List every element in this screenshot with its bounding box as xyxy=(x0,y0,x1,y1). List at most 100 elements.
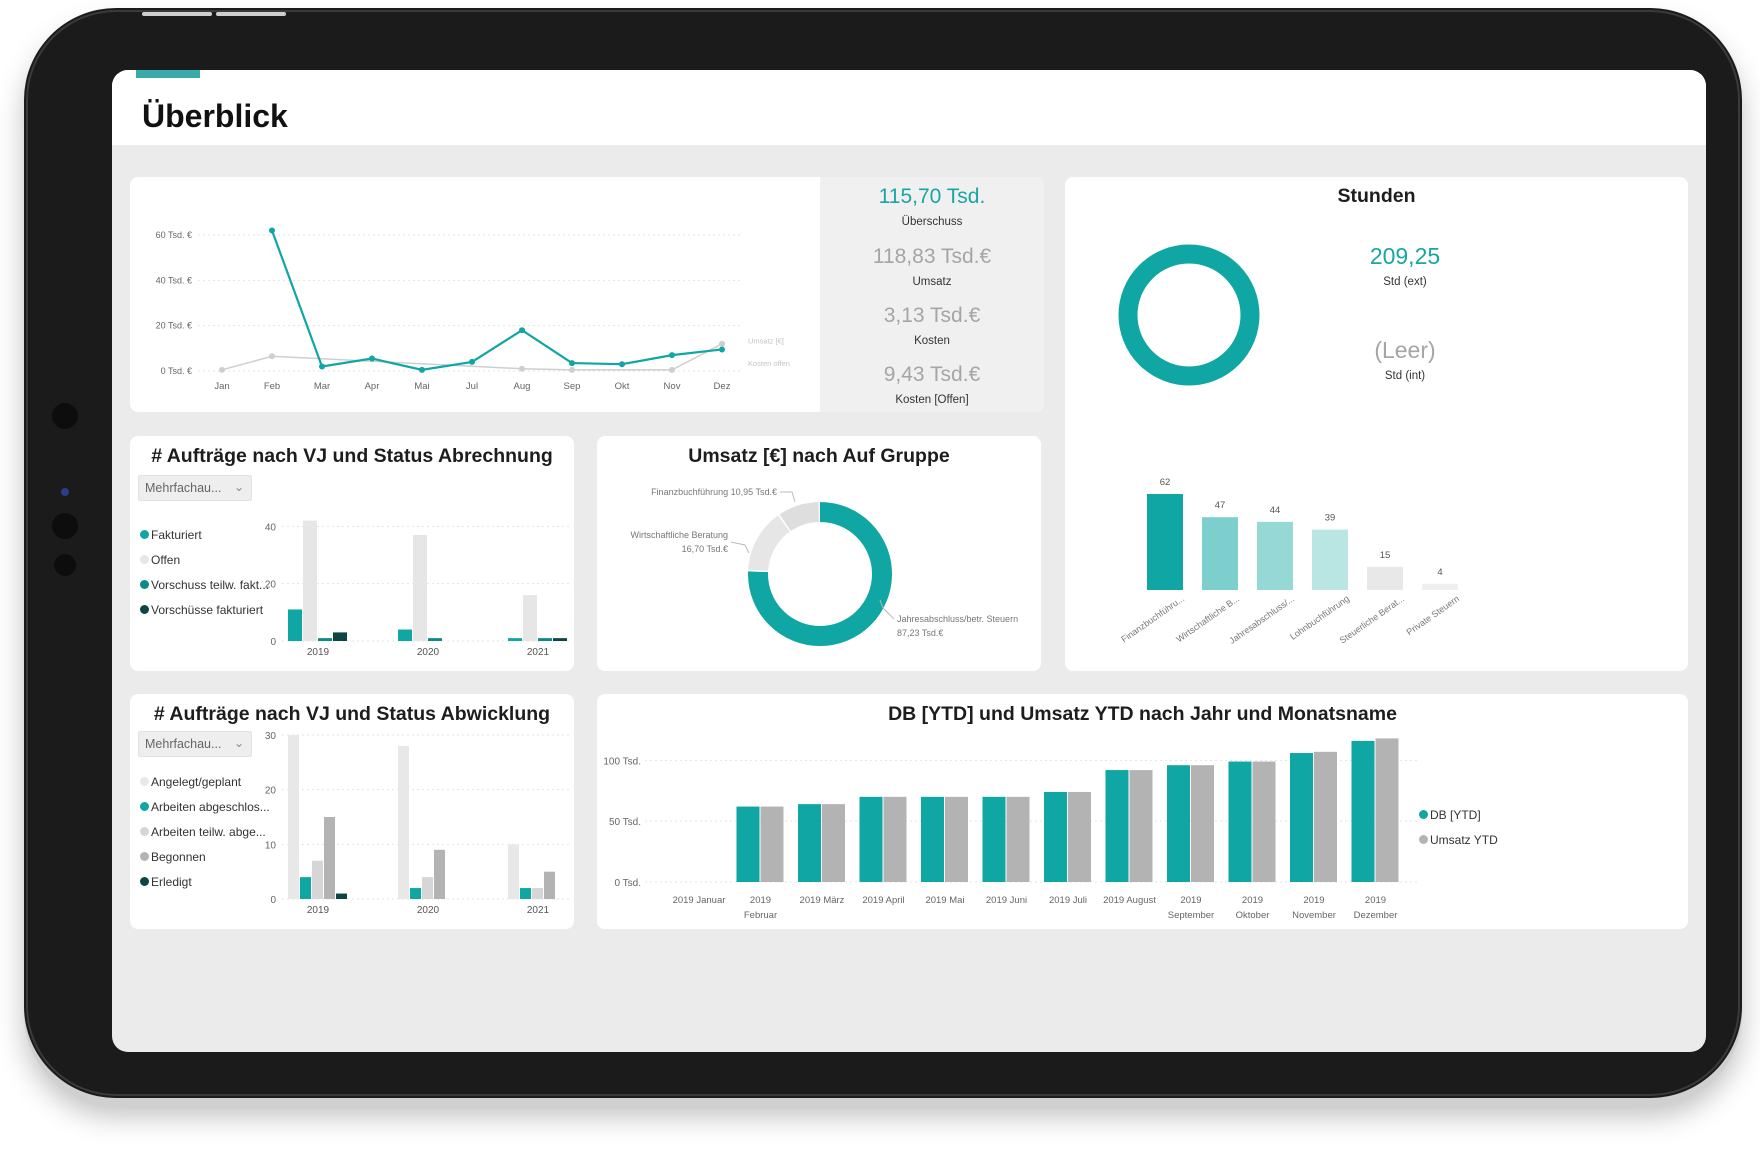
bar xyxy=(736,806,760,882)
bar xyxy=(1257,521,1293,590)
abrechnung-bar-chart[interactable]: 0 20 40 2019 2020 2021 xyxy=(130,436,574,671)
x-tick-label: Dezember xyxy=(1354,910,1398,921)
legend-marker xyxy=(1419,810,1428,819)
stunden-donut[interactable] xyxy=(1118,244,1260,386)
legend-item[interactable]: Erledigt xyxy=(140,869,270,894)
legend-label: Vorschüsse fakturiert xyxy=(151,602,264,617)
std-ext-value: 209,25 xyxy=(1369,243,1441,269)
umsatz-gruppe-donut[interactable]: Jahresabschluss/betr. Steuern 87,23 Tsd.€… xyxy=(597,436,1041,671)
data-point xyxy=(719,340,725,347)
x-tick-label: 2019 xyxy=(1303,895,1324,906)
legend-item[interactable]: Fakturiert xyxy=(140,522,269,547)
db-ytd-legend: DB [YTD] Umsatz YTD xyxy=(1419,802,1498,852)
legend-item[interactable]: Vorschüsse fakturiert xyxy=(140,597,269,622)
chevron-down-icon: ⌄ xyxy=(233,480,244,494)
data-point xyxy=(319,363,325,370)
y-tick-label: 20 xyxy=(265,580,277,591)
bar xyxy=(859,796,883,882)
x-tick-label: 2019 xyxy=(307,905,330,916)
bar xyxy=(508,844,519,899)
sensor-icon xyxy=(54,554,76,576)
legend-marker xyxy=(140,555,149,564)
abwicklung-title: # Aufträge nach VJ und Status Abwicklung xyxy=(153,703,551,725)
tablet-frame: Überblick 0 Tsd. € 20 Tsd. € 40 Tsd. € 60 T… xyxy=(24,8,1742,1098)
x-tick-label: 2019 xyxy=(1242,895,1263,906)
x-tick-label: 2019 März xyxy=(800,895,845,906)
x-tick-label: 2019 xyxy=(307,647,330,658)
series-end-label: Kosten offen xyxy=(748,359,790,368)
bar xyxy=(1202,517,1238,590)
leader-line xyxy=(879,599,895,620)
data-label: 4 xyxy=(1437,567,1442,578)
bar xyxy=(324,817,335,899)
bar xyxy=(1147,494,1183,590)
kpi-panel: 115,70 Tsd. Überschuss 118,83 Tsd.€ Umsa… xyxy=(820,177,1044,412)
bar xyxy=(422,877,433,899)
bar xyxy=(1068,791,1091,882)
std-ext-label: Std (ext) xyxy=(1383,276,1427,288)
data-point xyxy=(669,352,675,359)
bar xyxy=(428,638,442,641)
legend-item[interactable]: Begonnen xyxy=(140,844,270,869)
bar xyxy=(1290,753,1313,882)
bar xyxy=(288,609,302,641)
kpi-umsatz-label: Umsatz xyxy=(912,276,952,288)
legend-marker xyxy=(140,580,149,589)
data-label: 44 xyxy=(1270,505,1281,516)
bar xyxy=(822,804,845,882)
bar xyxy=(398,629,412,641)
x-tick-label: Okt xyxy=(615,381,630,392)
x-tick-label: Jul xyxy=(466,381,478,392)
y-tick-label: 40 xyxy=(265,522,277,533)
abwicklung-card: # Aufträge nach VJ und Status Abwicklung… xyxy=(130,694,574,929)
sensor-icon xyxy=(52,403,78,429)
legend-label: Offen xyxy=(151,552,181,567)
dashboard-screen: Überblick 0 Tsd. € 20 Tsd. € 40 Tsd. € 60 T… xyxy=(112,70,1706,1052)
kpi-kosten-label: Kosten xyxy=(914,335,950,347)
legend-marker xyxy=(140,877,149,886)
bar xyxy=(544,871,555,899)
x-tick-label: 2019 xyxy=(750,895,771,906)
y-tick-label: 20 Tsd. € xyxy=(156,321,192,331)
legend-marker xyxy=(1419,835,1428,844)
monthly-line-chart[interactable]: 0 Tsd. € 20 Tsd. € 40 Tsd. € 60 Tsd. € Jan Fe… xyxy=(130,177,820,412)
data-label: 47 xyxy=(1215,500,1226,511)
bar xyxy=(413,534,427,641)
y-tick-label: 0 xyxy=(270,637,276,648)
kpi-umsatz-value: 118,83 Tsd.€ xyxy=(872,245,992,268)
bar xyxy=(398,745,409,899)
legend-item[interactable]: Offen xyxy=(140,547,269,572)
bar xyxy=(1351,740,1375,882)
page-header: Überblick xyxy=(112,70,1706,145)
db-ytd-card-wide: DB [YTD] und Umsatz YTD nach Jahr und Mo… xyxy=(597,694,1688,929)
bar xyxy=(508,638,522,641)
bar xyxy=(333,632,347,641)
x-tick-label: Feb xyxy=(264,381,280,392)
abwicklung-slicer[interactable]: Mehrfachau... ⌄ xyxy=(138,731,252,757)
legend-item[interactable]: Vorschuss teilw. fakt... xyxy=(140,572,269,597)
abwicklung-bar-chart[interactable]: 0 10 20 30 2019 2020 2021 xyxy=(130,694,574,929)
legend-item[interactable]: Arbeiten abgeschlos... xyxy=(140,794,270,819)
legend-item[interactable]: Angelegt/geplant xyxy=(140,769,270,794)
legend-label: Erledigt xyxy=(151,874,192,889)
legend-label: Umsatz YTD xyxy=(1430,832,1498,847)
legend-item[interactable]: Arbeiten teilw. abge... xyxy=(140,819,270,844)
bar xyxy=(760,806,784,882)
legend-marker xyxy=(140,530,149,539)
x-tick-label: September xyxy=(1168,910,1214,921)
y-tick-label: 50 Tsd. xyxy=(609,817,641,828)
bar xyxy=(1044,791,1067,882)
bar xyxy=(434,849,445,899)
kpi-kosten-offen-value: 9,43 Tsd.€ xyxy=(883,363,981,386)
x-tick-label: Sep xyxy=(564,381,581,392)
legend-item[interactable]: Umsatz YTD xyxy=(1419,827,1498,852)
bar xyxy=(883,796,907,882)
volume-button xyxy=(142,12,212,16)
legend-item[interactable]: DB [YTD] xyxy=(1419,802,1498,827)
abrechnung-slicer[interactable]: Mehrfachau... ⌄ xyxy=(138,475,252,501)
data-label: 15 xyxy=(1380,550,1391,561)
db-ytd-bar-chart[interactable]: 0 Tsd. 50 Tsd. 100 Tsd. 2019 Januar 2019 Febr… xyxy=(597,694,1688,929)
slice-label: Finanzbuchführung 10,95 Tsd.€ xyxy=(651,487,777,497)
x-tick-label: Februar xyxy=(744,910,777,921)
